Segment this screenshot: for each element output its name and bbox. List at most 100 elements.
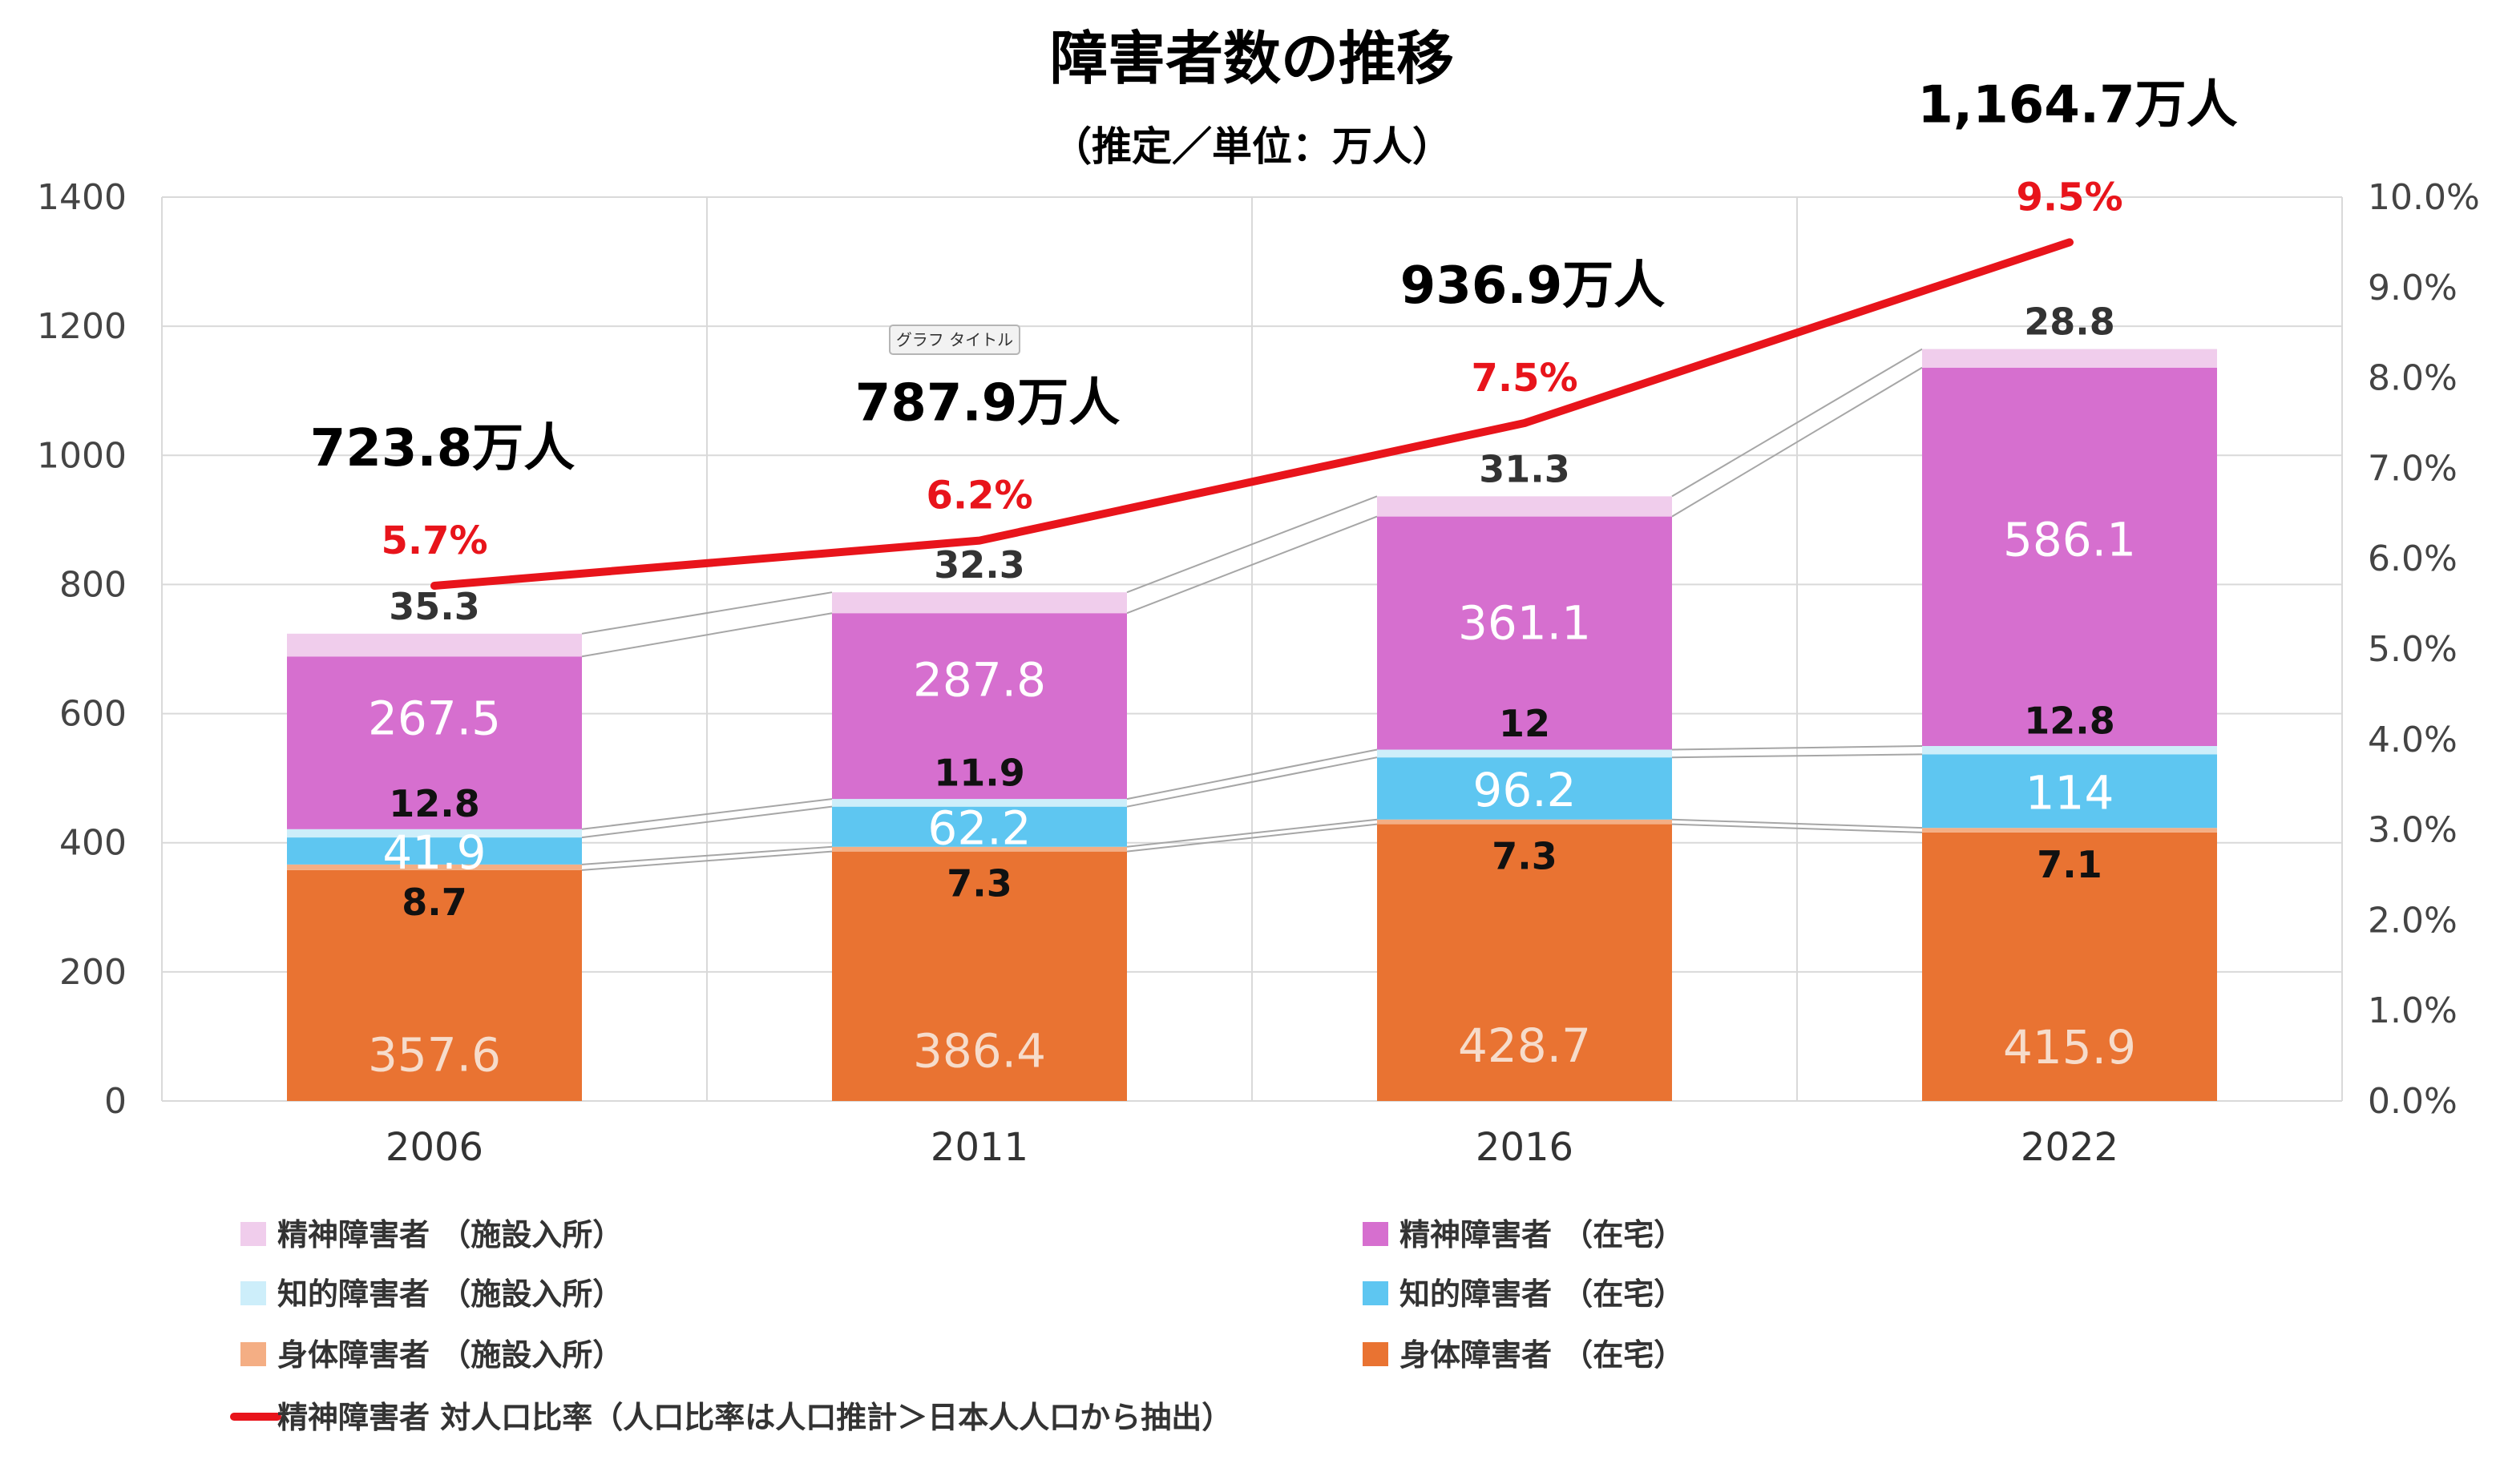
bar-segment: [287, 656, 582, 829]
bars: [287, 349, 2217, 1101]
y2-axis-ticks: 0.0% 1.0% 2.0% 3.0% 4.0% 5.0% 6.0% 7.0% 8.0% 9.0%…: [2368, 177, 2480, 1122]
legend-label: 知的障害者 （在宅）: [1399, 1276, 1684, 1312]
y-tick-label: 400: [59, 823, 127, 864]
y2-tick-label: 8.0%: [2368, 358, 2458, 399]
series-connector: [1671, 366, 1923, 518]
bar-segment: [287, 869, 582, 1101]
y-tick-label: 1400: [37, 177, 127, 218]
chart-subtitle: （推定／単位：万人）: [1052, 123, 1452, 170]
segment-value-label: 428.7: [1458, 1018, 1591, 1073]
segment-value-label: 267.5: [368, 692, 501, 746]
segment-value-label: 386.4: [913, 1024, 1046, 1079]
legend-swatch: [240, 1222, 266, 1246]
total-label: 936.9万人: [1400, 256, 1665, 316]
legend-swatch: [240, 1342, 266, 1366]
bar-segment: [1922, 832, 2217, 1101]
bar-labels: 357.68.741.912.8267.535.3386.47.362.211.…: [368, 300, 2136, 1083]
series-connector: [1126, 748, 1378, 800]
bar-segment: [287, 837, 582, 865]
legend-label: 知的障害者 （施設入所）: [277, 1276, 623, 1312]
y2-tick-label: 6.0%: [2368, 538, 2458, 579]
segment-value-label: 12.8: [389, 782, 480, 825]
segment-value-label: 28.8: [2024, 300, 2115, 344]
series-connector: [581, 850, 833, 871]
segment-value-label: 11.9: [934, 752, 1025, 795]
rate-value-label: 7.5%: [1471, 356, 1577, 401]
legend-swatch: [1363, 1342, 1388, 1366]
series-connector: [1671, 818, 1923, 829]
y2-tick-label: 3.0%: [2368, 810, 2458, 851]
bar-segment: [832, 851, 1127, 1101]
series-connector: [581, 798, 833, 830]
x-tick-label: 2016: [1476, 1125, 1573, 1170]
tooltip-box: [889, 325, 1020, 355]
y2-tick-label: 4.0%: [2368, 720, 2458, 760]
rate-value-label: 5.7%: [381, 518, 487, 563]
segment-value-label: 12: [1499, 702, 1550, 745]
legend-label: 精神障害者 （在宅）: [1399, 1217, 1684, 1252]
x-tick-label: 2011: [931, 1125, 1028, 1170]
connector-lines: [581, 348, 1923, 871]
bar-segment: [1922, 349, 2217, 368]
x-axis-ticks: 2006 2011 2016 2022: [386, 1125, 2118, 1170]
bar-segment: [1377, 819, 1672, 825]
y2-tick-label: 10.0%: [2368, 177, 2480, 218]
tooltip-text: グラフ タイトル: [896, 330, 1013, 349]
segment-value-label: 41.9: [382, 825, 486, 880]
bar-segment: [832, 846, 1127, 852]
y-tick-label: 0: [104, 1081, 127, 1122]
series-connector: [1671, 348, 1923, 498]
y-tick-label: 200: [59, 952, 127, 993]
series-connector: [581, 805, 833, 839]
y-tick-label: 1200: [37, 306, 127, 347]
bar-segment: [1922, 754, 2217, 829]
rate-line: 5.7% 6.2% 7.5% 9.5%: [381, 175, 2123, 591]
series-connector: [581, 591, 833, 635]
segment-value-label: 357.6: [368, 1027, 501, 1082]
bar-segment: [1922, 828, 2217, 833]
series-connector: [1671, 823, 1923, 833]
chart-title: 障害者数の推移: [1050, 25, 1454, 92]
legend-label: 精神障害者 対人口比率（人口比率は人口推計＞日本人人口から抽出）: [277, 1400, 1232, 1435]
series-connector: [1126, 823, 1378, 853]
rate-line-path: [430, 238, 2074, 591]
segment-value-label: 287.8: [913, 652, 1046, 707]
segment-value-label: 96.2: [1472, 763, 1576, 817]
legend-label: 精神障害者 （施設入所）: [277, 1217, 623, 1252]
bar-segment: [832, 806, 1127, 847]
series-connector: [581, 612, 833, 658]
segment-value-label: 8.7: [402, 881, 467, 924]
bar-segment: [1377, 516, 1672, 750]
bar-segment: [1377, 824, 1672, 1101]
rate-value-label: 6.2%: [926, 474, 1032, 518]
segment-value-label: 114: [2025, 765, 2114, 820]
segment-value-label: 361.1: [1458, 596, 1591, 651]
legend-label: 身体障害者 （在宅）: [1399, 1337, 1684, 1373]
bar-segment: [1922, 367, 2217, 747]
segment-value-label: 35.3: [389, 585, 480, 628]
series-connector: [1126, 756, 1378, 808]
segment-value-label: 7.1: [2037, 843, 2102, 886]
segment-value-label: 7.3: [947, 862, 1012, 905]
segment-value-label: 7.3: [1492, 835, 1557, 878]
legend: 精神障害者 （施設入所） 精神障害者 （在宅） 知的障害者 （施設入所） 知的障害者 …: [230, 1217, 1684, 1435]
bar-segment: [1922, 746, 2217, 755]
segment-value-label: 586.1: [2003, 512, 2136, 567]
segment-value-label: 415.9: [2003, 1020, 2136, 1075]
bar-segment: [832, 613, 1127, 800]
bar-segment: [287, 829, 582, 838]
total-label: 1,164.7万人: [1917, 75, 2237, 135]
y2-tick-label: 2.0%: [2368, 900, 2458, 941]
segment-value-label: 62.2: [927, 801, 1031, 856]
segment-value-label: 31.3: [1479, 447, 1570, 490]
x-tick-label: 2022: [2021, 1125, 2118, 1170]
y2-tick-label: 7.0%: [2368, 448, 2458, 489]
segment-value-label: 32.3: [934, 543, 1025, 587]
bar-segment: [287, 864, 582, 870]
total-label: 787.9万人: [855, 374, 1120, 434]
segment-value-label: 12.8: [2024, 699, 2115, 742]
bar-segment: [1377, 496, 1672, 517]
bar-segment: [1377, 757, 1672, 820]
series-connector: [1671, 745, 1923, 751]
